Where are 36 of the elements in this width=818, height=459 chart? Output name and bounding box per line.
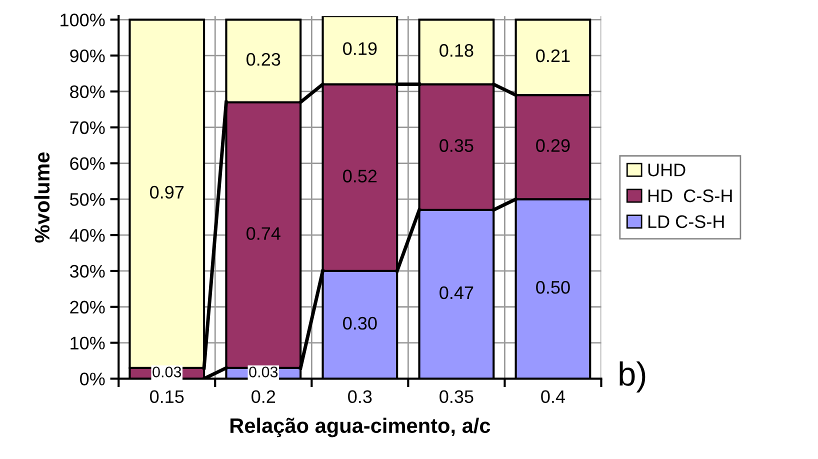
data-label: 0.35 [440, 139, 474, 152]
y-tick-label: 0% [80, 372, 105, 386]
y-axis-title: %volume [34, 152, 50, 243]
legend-label: HD C-S-H [648, 189, 732, 202]
y-tick-label: 10% [70, 336, 105, 350]
y-tick-label: 40% [70, 229, 105, 242]
data-label: 0.03 [249, 366, 278, 378]
data-label: 0.47 [440, 286, 474, 300]
x-tick-label: 0.3 [348, 390, 372, 404]
y-tick-label: 50% [70, 193, 105, 206]
legend-label: UHD [648, 164, 686, 176]
text: b) [620, 361, 646, 392]
legend-label: LD C-S-H [648, 215, 724, 228]
y-tick-label: 100% [60, 14, 105, 26]
y-tick-label: 60% [70, 157, 105, 170]
data-label: 0.23 [246, 53, 280, 66]
y-tick-label: 70% [70, 121, 105, 134]
data-label: 0.74 [246, 227, 280, 240]
y-tick-label: 90% [70, 49, 105, 62]
x-tick-label: 0.15 [150, 390, 184, 404]
data-label: 0.21 [536, 49, 570, 62]
y-tick-label: 30% [70, 264, 105, 278]
data-label: 0.52 [343, 170, 377, 182]
data-label: 0.97 [150, 186, 184, 199]
y-tick-label: 80% [70, 85, 105, 98]
data-label: 0.03 [152, 366, 182, 378]
x-tick-label: 0.35 [440, 390, 474, 404]
x-axis-title: Relação agua-cimento, a/c [230, 418, 490, 438]
data-label: 0.29 [536, 139, 570, 152]
data-label: 0.30 [343, 316, 377, 330]
x-tick-label: 0.4 [541, 390, 565, 404]
x-tick-label: 0.2 [252, 390, 276, 404]
y-tick-label: 20% [70, 300, 105, 314]
data-label: 0.19 [343, 42, 377, 56]
data-label: 0.50 [536, 280, 570, 294]
data-label: 0.18 [440, 44, 474, 57]
